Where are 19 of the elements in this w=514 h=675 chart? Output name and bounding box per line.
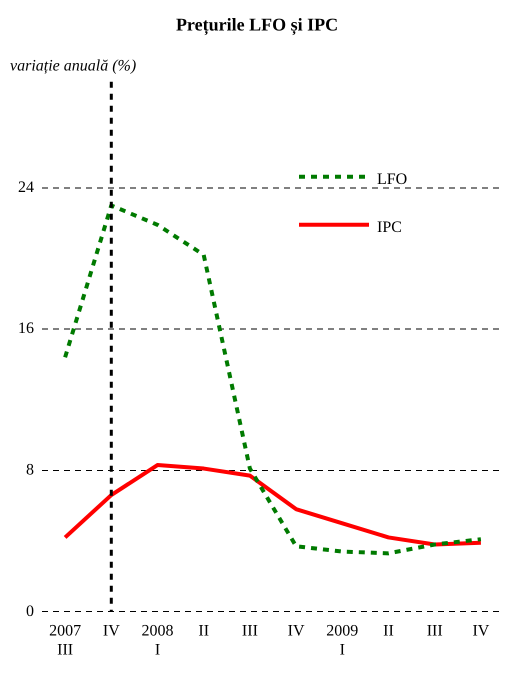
- legend-label: IPC: [377, 219, 402, 236]
- x-tick-label: III: [426, 622, 443, 640]
- y-tick-label: 8: [26, 462, 34, 479]
- chart-subtitle: variație anuală (%): [10, 57, 136, 74]
- x-tick-label: IV: [288, 622, 305, 640]
- legend-label: LFO: [377, 171, 408, 188]
- x-tick-label: IV: [472, 622, 490, 640]
- x-tick-label: 2008 I: [142, 622, 174, 659]
- x-tick-label: II: [383, 622, 394, 640]
- chart-title: Prețurile LFO și IPC: [176, 14, 338, 36]
- x-tick-label: II: [198, 622, 210, 640]
- y-tick-label: 16: [18, 320, 34, 338]
- x-tick-label: III: [242, 622, 258, 640]
- x-tick-label: IV: [102, 622, 120, 640]
- x-tick-label: 2009 I: [326, 622, 358, 659]
- x-tick-label: 2007 III: [49, 622, 82, 659]
- y-tick-label: 0: [26, 602, 34, 620]
- line-series: [63, 203, 483, 556]
- y-tick-label: 24: [18, 178, 34, 196]
